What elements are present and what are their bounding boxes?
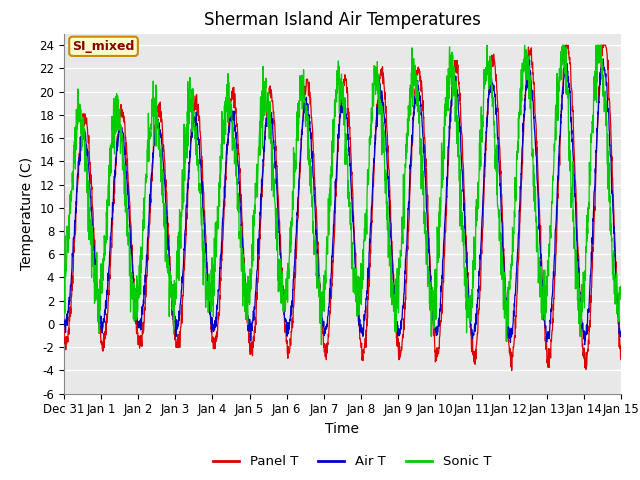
X-axis label: Time: Time [325,422,360,436]
Y-axis label: Temperature (C): Temperature (C) [20,157,34,270]
Legend: Panel T, Air T, Sonic T: Panel T, Air T, Sonic T [208,450,496,473]
Title: Sherman Island Air Temperatures: Sherman Island Air Temperatures [204,11,481,29]
Text: SI_mixed: SI_mixed [72,40,135,53]
